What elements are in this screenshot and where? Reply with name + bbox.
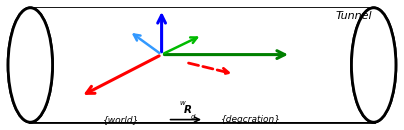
Ellipse shape xyxy=(8,8,53,122)
Text: Tunnel: Tunnel xyxy=(335,11,372,21)
Text: d: d xyxy=(191,114,196,120)
Text: w: w xyxy=(180,100,185,106)
Ellipse shape xyxy=(351,8,396,122)
Text: R: R xyxy=(184,105,192,115)
Text: {world}: {world} xyxy=(103,115,139,124)
Ellipse shape xyxy=(8,8,53,122)
Text: {degcration}: {degcration} xyxy=(221,115,280,124)
Ellipse shape xyxy=(351,8,396,122)
Bar xyxy=(30,8,374,122)
